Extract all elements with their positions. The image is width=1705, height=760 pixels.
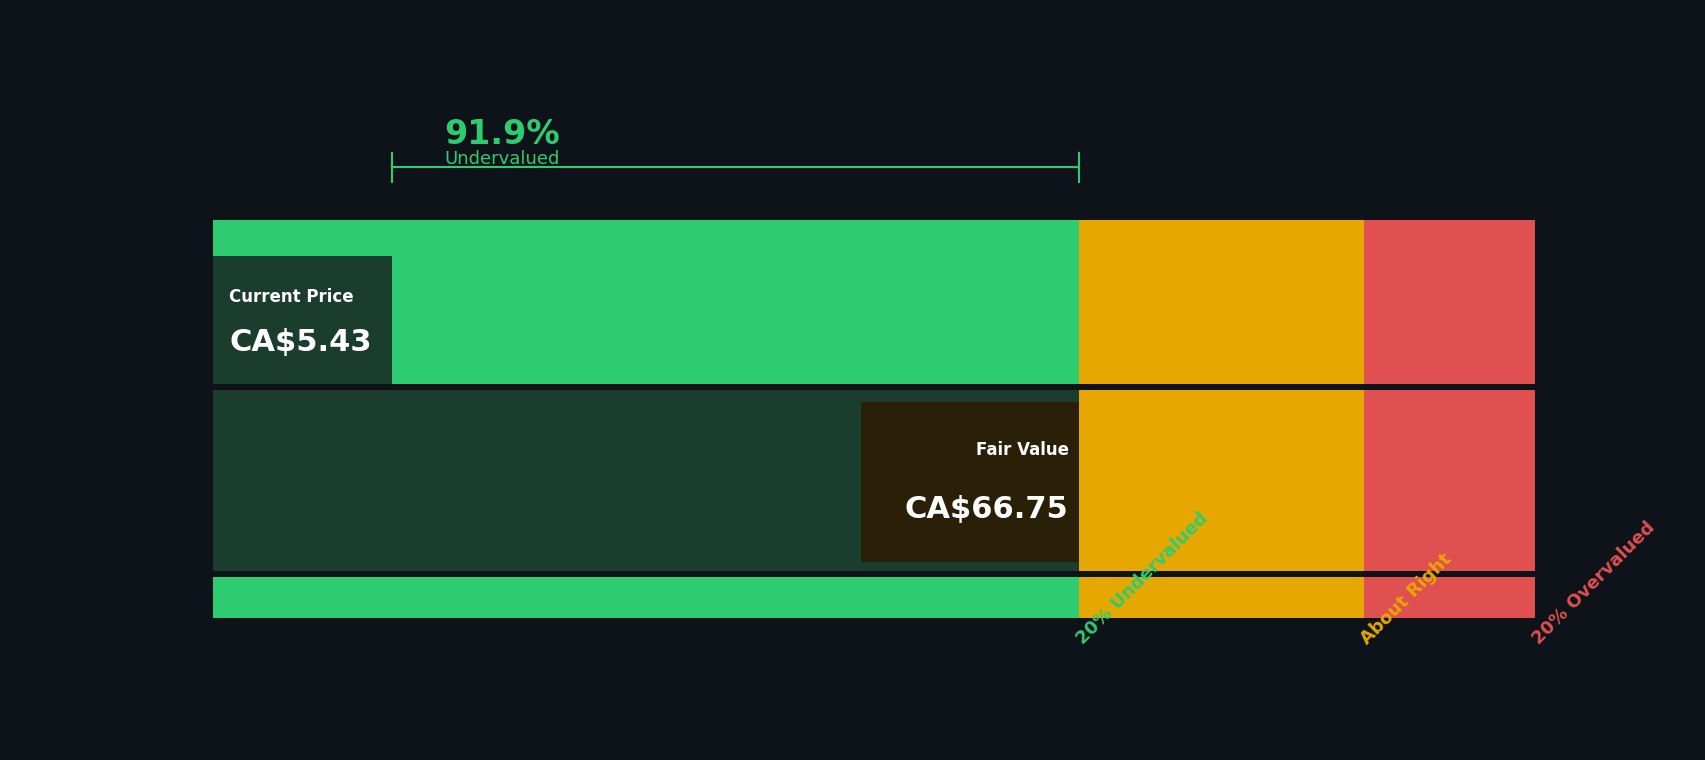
Bar xyxy=(213,256,392,384)
Text: Undervalued: Undervalued xyxy=(445,150,559,169)
Text: Fair Value: Fair Value xyxy=(975,442,1067,459)
Text: CA$66.75: CA$66.75 xyxy=(904,495,1067,524)
Text: 20% Overvalued: 20% Overvalued xyxy=(1528,518,1657,648)
Text: CA$5.43: CA$5.43 xyxy=(228,328,372,357)
Bar xyxy=(1362,220,1534,384)
Text: 91.9%: 91.9% xyxy=(445,118,559,151)
Bar xyxy=(1362,577,1534,618)
Bar xyxy=(1079,220,1362,384)
Bar xyxy=(213,577,1079,618)
Bar xyxy=(1079,390,1362,571)
Text: Current Price: Current Price xyxy=(228,288,353,306)
Bar xyxy=(213,220,1079,384)
Bar xyxy=(213,390,1079,571)
Text: 20% Undervalued: 20% Undervalued xyxy=(1072,509,1211,648)
Bar xyxy=(1362,390,1534,571)
Text: About Right: About Right xyxy=(1355,550,1454,648)
Bar xyxy=(861,402,1079,562)
Bar xyxy=(1079,577,1362,618)
